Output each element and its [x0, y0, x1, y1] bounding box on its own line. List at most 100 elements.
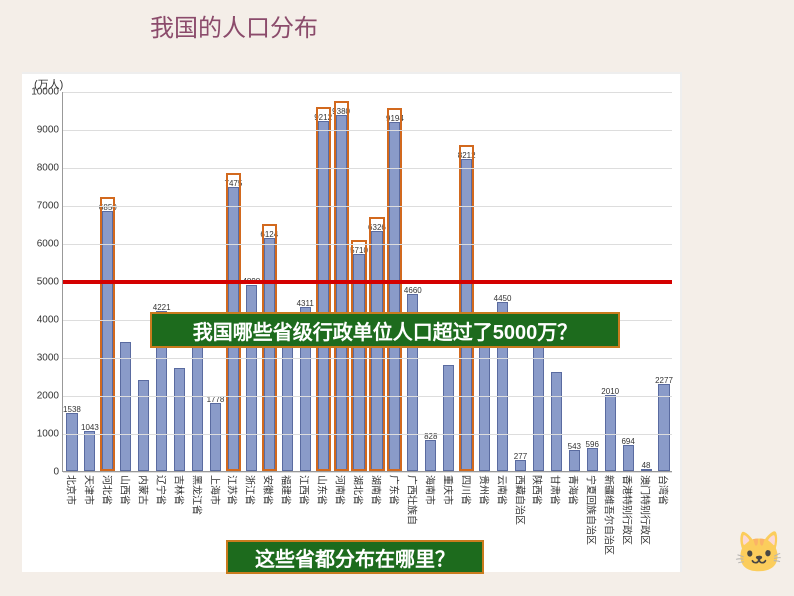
x-tick: 台湾省 — [657, 475, 672, 505]
threshold-line — [63, 280, 672, 284]
x-tick: 河南省 — [334, 475, 349, 505]
bar-value-label: 2277 — [655, 376, 673, 385]
bar: 1778 — [210, 403, 221, 471]
bar-value-label: 4660 — [404, 286, 422, 295]
cat-icon: 🐱 — [734, 529, 784, 576]
x-tick: 浙江省 — [244, 475, 259, 505]
bar-value-label: 9212 — [314, 113, 332, 122]
page-title: 我国的人口分布 — [150, 8, 318, 43]
x-tick: 内蒙古 — [136, 475, 151, 505]
question-box-1: 我国哪些省级行政单位人口超过了5000万？ — [150, 312, 620, 348]
bar: 543 — [569, 450, 580, 471]
y-tick: 5000 — [37, 277, 59, 288]
x-tick: 黑龙江省 — [190, 475, 205, 515]
bar — [551, 372, 562, 471]
x-tick: 福建省 — [280, 475, 295, 505]
bar-value-label: 9194 — [386, 114, 404, 123]
bar — [120, 342, 131, 471]
x-tick: 香港特别行政区 — [621, 475, 636, 545]
bar: 48 — [641, 469, 652, 471]
bar-value-label: 48 — [642, 461, 651, 470]
plot-area: 1538104368504221382017787475489861243535… — [62, 92, 672, 472]
y-tick: 7000 — [37, 201, 59, 212]
bar-value-label: 5710 — [350, 246, 368, 255]
x-tick: 北京市 — [64, 475, 79, 505]
bar-value-label: 543 — [568, 442, 581, 451]
x-tick: 安徽省 — [262, 475, 277, 505]
x-tick: 新疆维吾尔自治区 — [603, 475, 618, 555]
y-tick: 2000 — [37, 391, 59, 402]
x-tick: 湖南省 — [369, 475, 384, 505]
x-tick: 江苏省 — [226, 475, 241, 505]
x-tick: 四川省 — [459, 475, 474, 505]
bar — [443, 365, 454, 471]
bar: 5710 — [353, 254, 364, 471]
x-tick: 贵州省 — [477, 475, 492, 505]
x-tick: 重庆市 — [441, 475, 456, 505]
bar: 1538 — [66, 413, 77, 471]
x-tick: 湖北省 — [352, 475, 367, 505]
y-tick: 6000 — [37, 239, 59, 250]
y-tick: 10000 — [31, 87, 59, 98]
bar-value-label: 4221 — [153, 303, 171, 312]
x-tick: 云南省 — [495, 475, 510, 505]
x-tick: 甘肃省 — [549, 475, 564, 505]
bar: 828 — [425, 440, 436, 471]
y-tick: 8000 — [37, 163, 59, 174]
bar: 9194 — [389, 122, 400, 471]
bar: 694 — [623, 445, 634, 471]
bar-value-label: 1538 — [63, 405, 81, 414]
x-tick: 青海省 — [567, 475, 582, 505]
bar-value-label: 8212 — [458, 151, 476, 160]
bar: 3535 — [282, 337, 293, 471]
bar: 3730 — [479, 329, 490, 471]
bar-value-label: 277 — [514, 452, 527, 461]
bar-value-label: 1043 — [81, 423, 99, 432]
bar-value-label: 6124 — [260, 230, 278, 239]
bar-value-label: 6850 — [99, 203, 117, 212]
x-tick: 澳门特别行政区 — [639, 475, 654, 545]
bar-value-label: 4311 — [297, 299, 314, 308]
x-tick: 山东省 — [316, 475, 331, 505]
question-box-2: 这些省都分布在哪里？ — [226, 540, 484, 574]
bar-value-label: 7475 — [225, 179, 243, 188]
bar: 596 — [587, 448, 598, 471]
x-tick: 西藏自治区 — [513, 475, 528, 525]
y-tick: 1000 — [37, 429, 59, 440]
x-tick: 河北省 — [100, 475, 115, 505]
bar: 9212 — [318, 121, 329, 471]
x-tick: 吉林省 — [172, 475, 187, 505]
x-tick: 宁夏回族自治区 — [585, 475, 600, 545]
bar — [138, 380, 149, 471]
bar-value-label: 828 — [424, 432, 437, 441]
x-tick: 广西壮族自 — [405, 475, 420, 525]
bar: 2010 — [605, 395, 616, 471]
bar — [174, 368, 185, 471]
y-tick: 4000 — [37, 315, 59, 326]
bar-value-label: 596 — [586, 440, 599, 449]
question-1-text: 我国哪些省级行政单位人口超过了5000万？ — [193, 316, 578, 345]
bar-value-label: 9380 — [332, 107, 350, 116]
bar: 3720 — [533, 330, 544, 471]
x-tick: 江西省 — [298, 475, 313, 505]
bar: 2277 — [658, 384, 669, 471]
x-tick: 辽宁省 — [154, 475, 169, 505]
x-tick: 海南市 — [423, 475, 438, 505]
question-2-text: 这些省都分布在哪里？ — [255, 543, 455, 572]
bar-value-label: 4450 — [494, 294, 512, 303]
y-tick: 0 — [53, 467, 59, 478]
y-tick: 9000 — [37, 125, 59, 136]
x-tick: 陕西省 — [531, 475, 546, 505]
y-tick: 3000 — [37, 353, 59, 364]
bar: 277 — [515, 460, 526, 471]
x-tick: 广东省 — [387, 475, 402, 505]
bar: 6124 — [264, 238, 275, 471]
x-tick: 山西省 — [118, 475, 133, 505]
x-tick: 天津市 — [82, 475, 97, 505]
bar-value-label: 694 — [621, 437, 634, 446]
bar: 1043 — [84, 431, 95, 471]
bar-value-label: 2010 — [601, 387, 619, 396]
bar: 6850 — [102, 211, 113, 471]
x-tick: 上海市 — [208, 475, 223, 505]
bar-value-label: 6326 — [368, 223, 386, 232]
